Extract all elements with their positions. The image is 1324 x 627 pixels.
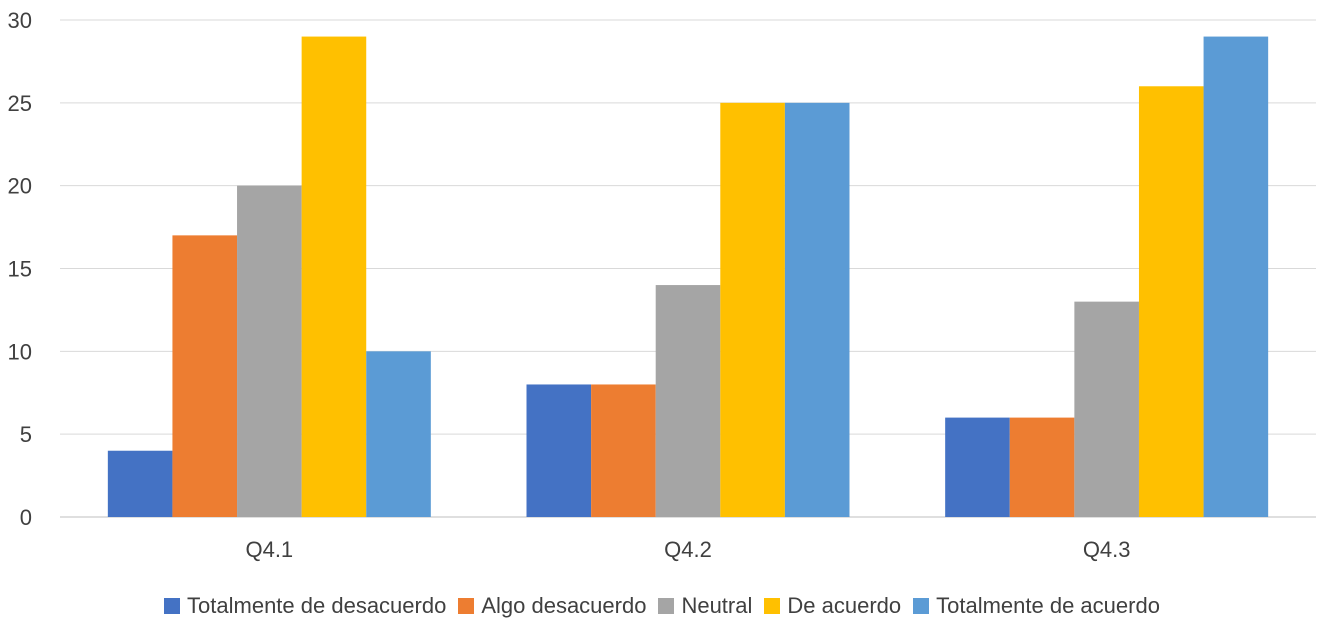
bar: [945, 417, 1010, 517]
bar: [301, 36, 367, 518]
bars: [107, 36, 1269, 518]
bar: [1074, 301, 1139, 517]
legend-swatch: [164, 598, 181, 614]
y-tick-label: 0: [20, 505, 32, 530]
bar: [1138, 86, 1204, 518]
y-tick-label: 25: [8, 91, 32, 116]
legend-item: Algo desacuerdo: [458, 593, 646, 619]
y-tick-label: 30: [8, 8, 32, 33]
bar: [107, 450, 173, 517]
bar: [526, 384, 592, 517]
bar: [237, 185, 302, 517]
y-axis-ticks: 0 5 10 15 20 25 30: [8, 8, 32, 530]
legend-item: Neutral: [658, 593, 752, 619]
bar: [1009, 417, 1075, 517]
y-tick-label: 15: [8, 257, 32, 282]
category-label: Q4.2: [664, 537, 712, 562]
bar-chart: 0 5 10 15 20 25 30 Q4.1 Q4.2 Q4.3: [8, 8, 1316, 562]
legend-swatch: [913, 598, 930, 614]
bar: [1203, 36, 1269, 518]
legend-item: Totalmente de desacuerdo: [164, 593, 446, 619]
legend-label: Algo desacuerdo: [481, 593, 647, 618]
category-label: Q4.3: [1083, 537, 1131, 562]
legend-label: Totalmente de desacuerdo: [187, 593, 447, 618]
legend: Totalmente de desacuerdo Algo desacuerdo N…: [0, 588, 1324, 624]
legend-label: De acuerdo: [787, 593, 902, 618]
bar: [172, 235, 238, 517]
legend-swatch: [458, 598, 475, 614]
bar: [720, 102, 785, 517]
y-tick-label: 5: [20, 422, 32, 447]
y-tick-label: 20: [8, 174, 32, 199]
legend-label: Neutral: [681, 593, 753, 618]
bar: [366, 351, 431, 517]
bar: [655, 285, 721, 517]
bar: [591, 384, 656, 517]
category-label: Q4.1: [245, 537, 293, 562]
legend-item: Totalmente de acuerdo: [913, 593, 1160, 619]
bar: [784, 102, 850, 517]
legend-item: De acuerdo: [764, 593, 901, 619]
x-axis-categories: Q4.1 Q4.2 Q4.3: [245, 537, 1130, 562]
legend-swatch: [658, 598, 675, 614]
legend-label: Totalmente de acuerdo: [936, 593, 1160, 618]
y-tick-label: 10: [8, 339, 32, 364]
legend-swatch: [764, 598, 781, 614]
